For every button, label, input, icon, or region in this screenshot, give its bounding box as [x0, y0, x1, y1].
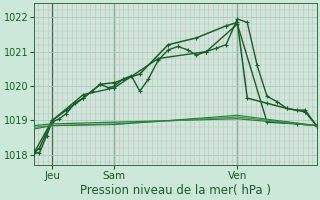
X-axis label: Pression niveau de la mer( hPa ): Pression niveau de la mer( hPa ): [80, 184, 271, 197]
